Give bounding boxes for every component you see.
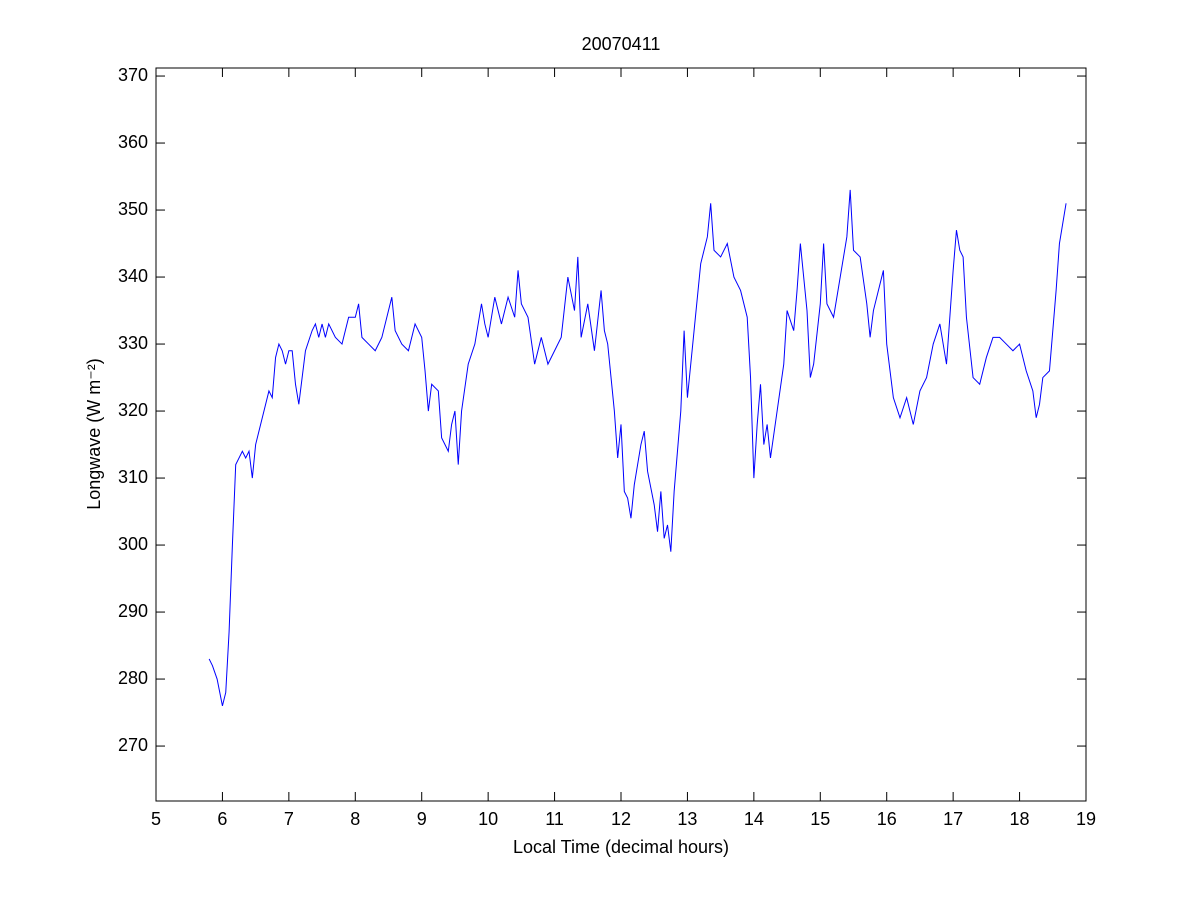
x-tick-label: 9 [417, 809, 427, 829]
x-tick-label: 8 [350, 809, 360, 829]
y-tick-label: 270 [118, 735, 148, 755]
x-tick-label: 18 [1010, 809, 1030, 829]
y-tick-label: 350 [118, 199, 148, 219]
x-tick-label: 13 [677, 809, 697, 829]
x-tick-label: 7 [284, 809, 294, 829]
x-tick-label: 17 [943, 809, 963, 829]
data-line [208, 189, 1067, 706]
x-tick-label: 16 [877, 809, 897, 829]
y-tick-label: 300 [118, 534, 148, 554]
x-tick-label: 15 [810, 809, 830, 829]
y-tick-label: 310 [118, 467, 148, 487]
x-tick-label: 12 [611, 809, 631, 829]
y-tick-label: 340 [118, 266, 148, 286]
y-tick-label: 330 [118, 333, 148, 353]
y-tick-label: 290 [118, 601, 148, 621]
y-tick-label: 280 [118, 668, 148, 688]
x-tick-label: 11 [545, 809, 564, 829]
y-tick-label: 320 [118, 400, 148, 420]
y-axis-label: Longwave (W m⁻²) [84, 358, 104, 510]
x-tick-label: 10 [478, 809, 498, 829]
x-axis-label: Local Time (decimal hours) [513, 837, 729, 857]
y-tick-label: 360 [118, 132, 148, 152]
x-tick-label: 6 [217, 809, 227, 829]
x-tick-label: 14 [744, 809, 764, 829]
chart-title: 20070411 [582, 34, 661, 54]
x-tick-label: 5 [151, 809, 161, 829]
y-tick-label: 370 [118, 65, 148, 85]
x-tick-label: 19 [1076, 809, 1096, 829]
